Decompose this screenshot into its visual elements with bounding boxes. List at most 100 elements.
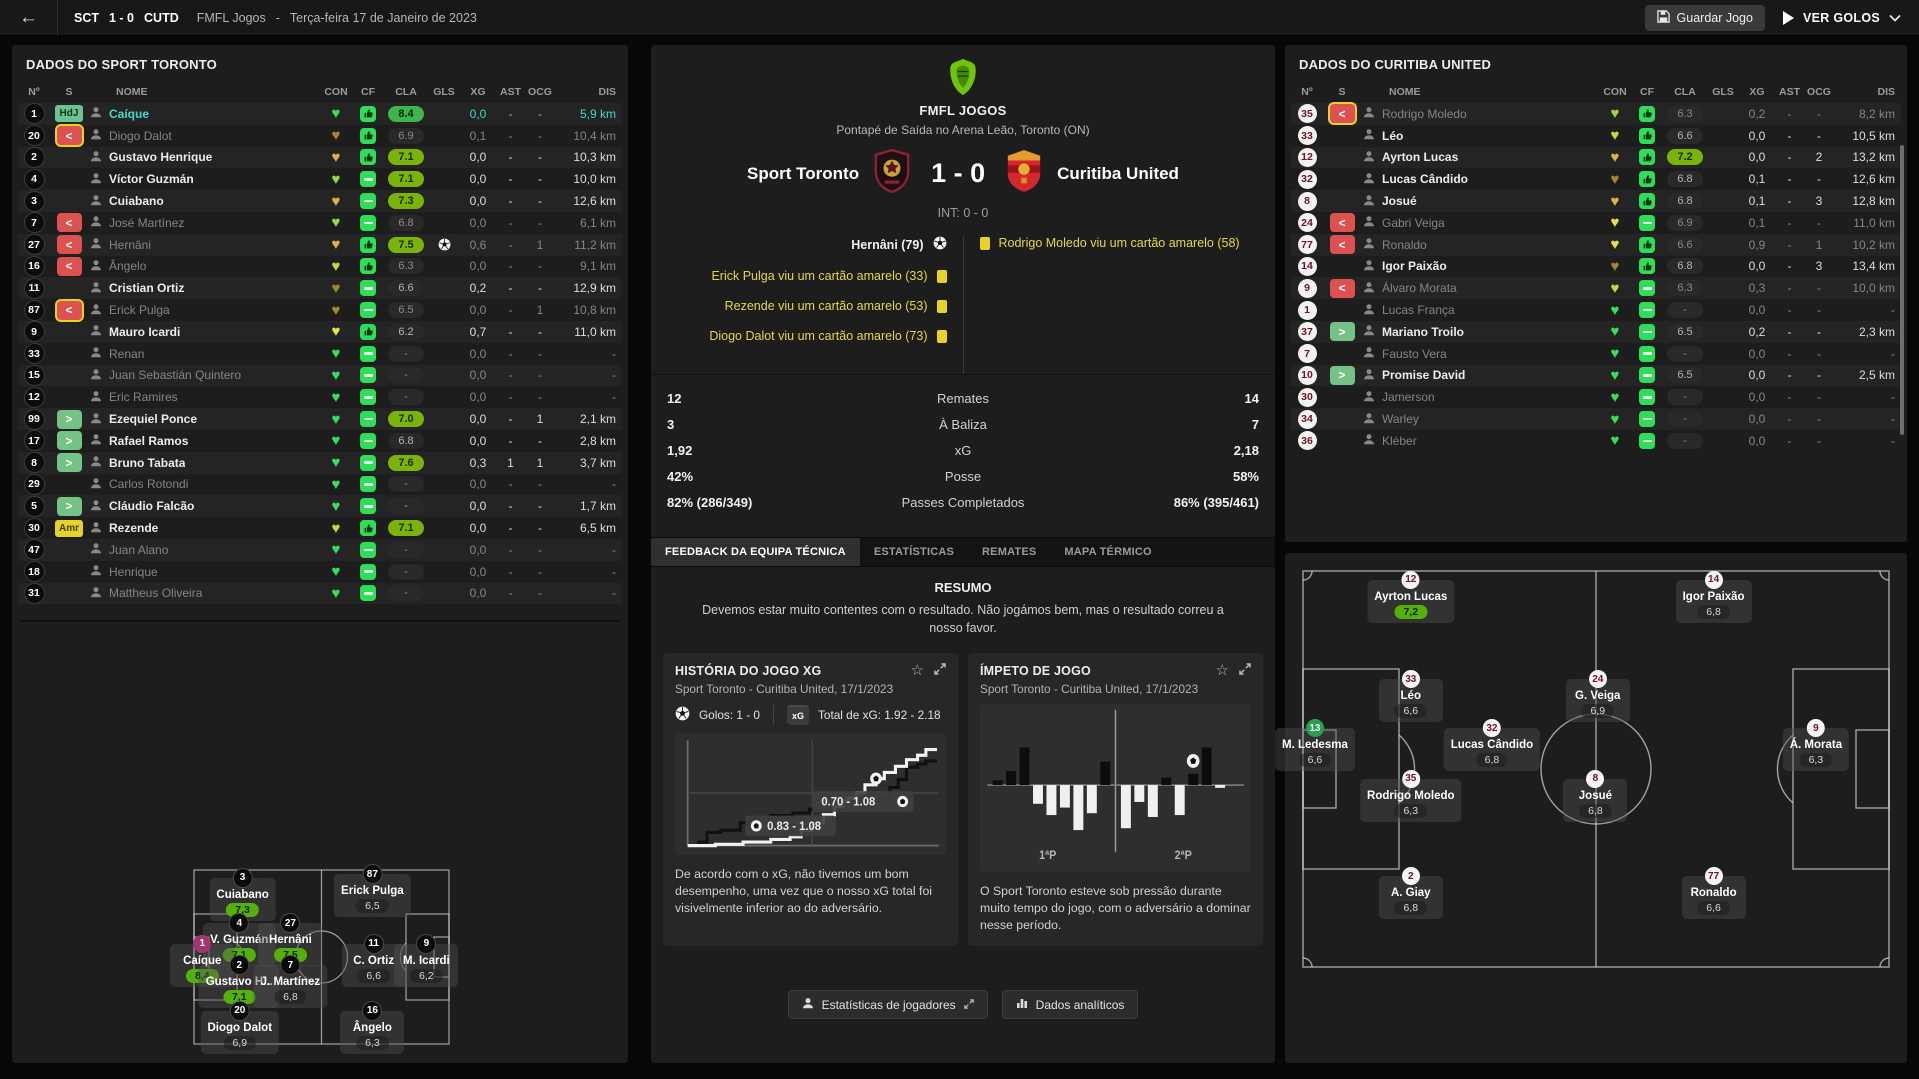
player-name[interactable]: Mauro Icardi (109, 324, 181, 339)
table-row[interactable]: 12 Eric Ramires ♥ - 0,0 - - - (18, 386, 622, 408)
player-name[interactable]: Cristian Ortiz (109, 281, 185, 296)
table-row[interactable]: 8 > Bruno Tabata ♥ 7.6 0,3 1 1 3,7 km (18, 451, 622, 474)
player-name[interactable]: Álvaro Morata (1382, 281, 1457, 296)
table-row[interactable]: 47 Juan Alano ♥ - 0,0 - - - (18, 538, 622, 561)
column-header-cla[interactable]: CLA (395, 86, 417, 98)
column-header-ast[interactable]: AST (500, 86, 521, 98)
pitch-player-chip[interactable]: 7 J. Martínez 6,8 (253, 956, 328, 1009)
pitch-player-chip[interactable]: 3 Cuiabano 7,3 (209, 868, 276, 921)
pitch-player-chip[interactable]: 9 M. Icardi 6,2 (394, 934, 459, 987)
table-row[interactable]: 24 < Gabri Veiga ♥ 6.9 0,1 - - 11,0 km (1291, 212, 1901, 234)
table-row[interactable]: 1 HdJ Caíque ♥ 8.4 0,0 - - 5,9 km (18, 103, 622, 125)
player-name[interactable]: Warley (1382, 412, 1419, 427)
table-row[interactable]: 29 Carlos Rotondi ♥ - 0,0 - - - (18, 474, 622, 496)
view-goals-button[interactable]: VER GOLOS (1782, 10, 1901, 25)
column-header-xg[interactable]: XG (1749, 86, 1765, 98)
expand-icon[interactable] (1239, 663, 1251, 678)
player-name[interactable]: Fausto Vera (1382, 346, 1447, 361)
table-row[interactable]: 15 Juan Sebastián Quintero ♥ - 0,0 - - - (18, 364, 622, 387)
yellow-card-event[interactable]: Erick Pulga viu um cartão amarelo (33) (667, 269, 947, 283)
yellow-card-event[interactable]: Diogo Dalot viu um cartão amarelo (73) (667, 329, 947, 343)
pitch-player-chip[interactable]: 11 C. Ortiz 6,6 (341, 934, 406, 987)
yellow-card-event[interactable]: Rodrigo Moledo viu um cartão amarelo (58… (979, 236, 1260, 250)
table-row[interactable]: 37 > Mariano Troilo ♥ 6.5 0,2 - - 2,3 km (1291, 320, 1901, 343)
pitch-player-chip[interactable]: 2 A. Giay 6,8 (1378, 867, 1443, 920)
player-name[interactable]: Jamerson (1382, 390, 1435, 405)
player-name[interactable]: Kléber (1382, 433, 1417, 448)
pitch-player-chip[interactable]: 20 Diogo Dalot 6,9 (200, 1001, 280, 1054)
table-row[interactable]: 32 Lucas Cândido ♥ 6.8 0,1 - - 12,6 km (1291, 168, 1901, 190)
player-name[interactable]: Eric Ramires (109, 390, 178, 405)
momentum-chart[interactable]: 1ªP 2ªP (980, 704, 1251, 872)
table-row[interactable]: 10 > Promise David ♥ 6.5 0,0 - - 2,5 km (1291, 364, 1901, 387)
player-name[interactable]: José Martínez (109, 215, 185, 230)
column-header-cf[interactable]: CF (1640, 86, 1654, 98)
player-name[interactable]: Henrique (109, 564, 158, 579)
favorite-star-icon[interactable]: ☆ (1215, 662, 1229, 679)
back-button[interactable]: ← (0, 0, 58, 36)
player-name[interactable]: Ronaldo (1382, 237, 1427, 252)
player-name[interactable]: Erick Pulga (109, 303, 170, 318)
table-row[interactable]: 7 Fausto Vera ♥ - 0,0 - - - (1291, 343, 1901, 365)
player-name[interactable]: Gabri Veiga (1382, 215, 1445, 230)
player-name[interactable]: Mariano Troilo (1382, 324, 1465, 339)
pitch-player-chip[interactable]: 35 Rodrigo Moledo 6,3 (1360, 769, 1462, 822)
player-name[interactable]: Igor Paixão (1382, 259, 1447, 274)
expand-icon[interactable] (934, 663, 946, 678)
pitch-player-chip[interactable]: 12 Ayrton Lucas 7,2 (1367, 570, 1455, 623)
player-name[interactable]: Gustavo Henrique (109, 150, 213, 165)
player-name[interactable]: Ezequiel Ponce (109, 412, 198, 427)
column-header-ast[interactable]: AST (1779, 86, 1800, 98)
table-row[interactable]: 17 > Rafael Ramos ♥ 6.8 0,0 - - 2,8 km (18, 430, 622, 452)
player-name[interactable]: Ângelo (109, 259, 147, 274)
column-header-gls[interactable]: GLS (433, 86, 455, 98)
player-name[interactable]: Caíque (109, 106, 150, 121)
column-header-cla[interactable]: CLA (1674, 86, 1696, 98)
player-name[interactable]: Juan Sebastián Quintero (109, 368, 242, 383)
pitch-player-chip[interactable]: 32 Lucas Cândido 6,8 (1443, 719, 1541, 772)
player-name[interactable]: Lucas França (1382, 303, 1455, 318)
table-scrollbar[interactable] (1900, 145, 1904, 435)
pitch-player-chip[interactable]: 4V. Guzmán7,1 (203, 914, 276, 967)
player-name[interactable]: Lucas Cândido (1382, 172, 1469, 187)
table-row[interactable]: 33 Renan ♥ - 0,0 - - - (18, 343, 622, 365)
table-row[interactable]: 27 < Hernâni ♥ 7.5 0,6 - 1 11,2 km (18, 233, 622, 256)
table-row[interactable]: 3 Cuiabano ♥ 7.3 0,0 - - 12,6 km (18, 190, 622, 212)
pitch-player-chip[interactable]: 87 Erick Pulga 6,5 (334, 865, 411, 918)
table-row[interactable]: 35 < Rodrigo Moledo ♥ 6.3 0,2 - - 8,2 km (1291, 103, 1901, 125)
table-row[interactable]: 11 Cristian Ortiz ♥ 6.6 0,2 - - 12,9 km (18, 277, 622, 300)
yellow-card-event[interactable]: Rezende viu um cartão amarelo (53) (667, 299, 947, 313)
player-name[interactable]: Promise David (1382, 368, 1466, 383)
tab-remates[interactable]: REMATES (982, 546, 1037, 558)
goal-event[interactable]: Hernâni (79) (667, 236, 947, 253)
table-row[interactable]: 4 Víctor Guzmán ♥ 7.1 0,0 - - 10,0 km (18, 168, 622, 190)
pitch-player-chip[interactable]: 9 Á. Morata 6,3 (1782, 719, 1850, 772)
tab-feedback-da-equipa-técnica[interactable]: FEEDBACK DA EQUIPA TÉCNICA (651, 538, 860, 566)
column-header-xg[interactable]: XG (470, 86, 486, 98)
table-row[interactable]: 14 Igor Paixão ♥ 6.8 0,0 - 3 13,4 km (1291, 256, 1901, 278)
pitch-player-chip[interactable]: 14 Igor Paixão 6,8 (1675, 570, 1752, 623)
table-row[interactable]: 8 Josué ♥ 6.8 0,1 - 3 12,8 km (1291, 190, 1901, 212)
table-row[interactable]: 2 Gustavo Henrique ♥ 7.1 0,0 - - 10,3 km (18, 146, 622, 169)
player-name[interactable]: Rezende (109, 521, 159, 536)
column-header-ocg[interactable]: OCG (1807, 86, 1831, 98)
column-header-nº[interactable]: Nº (28, 86, 40, 98)
player-name[interactable]: Carlos Rotondi (109, 477, 189, 492)
column-header-cf[interactable]: CF (361, 86, 375, 98)
column-header-nome[interactable]: NOME (1389, 86, 1421, 98)
pitch-player-chip[interactable]: 77 Ronaldo 6,6 (1681, 867, 1746, 920)
table-row[interactable]: 99 > Ezequiel Ponce ♥ 7.0 0,0 - 1 2,1 km (18, 408, 622, 430)
table-row[interactable]: 33 Léo ♥ 6.6 0,0 - - 10,5 km (1291, 125, 1901, 147)
table-row[interactable]: 16 < Ângelo ♥ 6.3 0,0 - - 9,1 km (18, 256, 622, 278)
player-name[interactable]: Cuiabano (109, 194, 164, 209)
table-row[interactable]: 30 Amr Rezende ♥ 7.1 0,0 - - 6,5 km (18, 517, 622, 539)
player-name[interactable]: Rafael Ramos (109, 433, 189, 448)
player-name[interactable]: Mattheus Oliveira (109, 586, 203, 601)
table-row[interactable]: 20 < Diogo Dalot ♥ 6.9 0,1 - - 10,4 km (18, 125, 622, 147)
player-name[interactable]: Juan Alano (109, 542, 169, 557)
table-row[interactable]: 9 Mauro Icardi ♥ 6.2 0,7 - - 11,0 km (18, 320, 622, 343)
table-row[interactable]: 7 < José Martínez ♥ 6.8 0,0 - - 6,1 km (18, 212, 622, 234)
player-name[interactable]: Léo (1382, 128, 1404, 143)
column-header-s[interactable]: S (65, 86, 73, 98)
player-name[interactable]: Renan (109, 346, 145, 361)
